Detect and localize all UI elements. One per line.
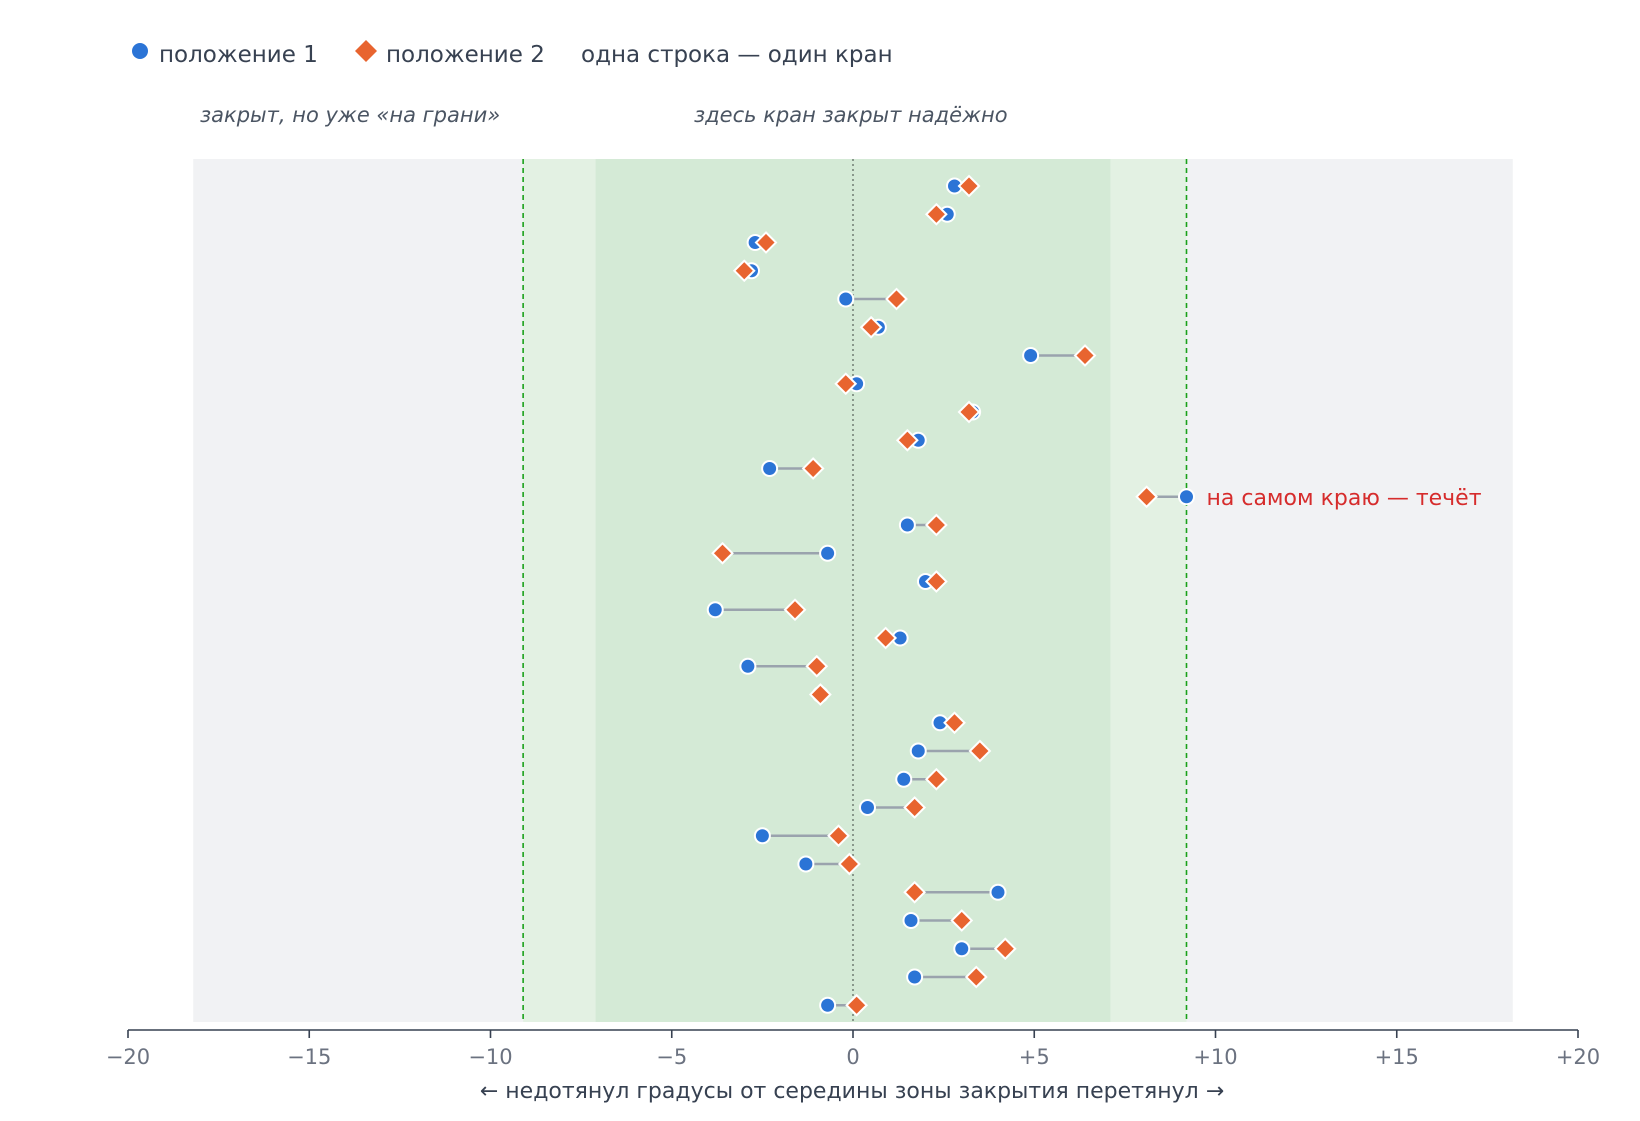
point-position-2 — [805, 654, 829, 678]
point-position-2 — [1073, 344, 1097, 367]
point-position-1 — [898, 516, 916, 534]
point-position-1 — [797, 855, 815, 873]
point-position-1 — [906, 968, 924, 986]
point-position-2 — [924, 202, 948, 226]
point-position-2 — [903, 880, 927, 904]
outlier-callout: на самом краю — течёт — [1207, 486, 1482, 511]
legend-label-position-2: положение 2 — [386, 42, 545, 68]
point-position-2 — [895, 428, 919, 452]
point-position-2 — [885, 287, 908, 311]
legend: положение 1 положение 2 одна строка — од… — [132, 40, 893, 68]
x-tick-label: 0 — [846, 1045, 859, 1069]
point-position-2 — [859, 315, 883, 339]
point-position-2 — [903, 796, 927, 819]
point-position-2 — [950, 909, 974, 932]
x-tick-label: −15 — [287, 1045, 331, 1069]
point-position-1 — [895, 770, 913, 788]
x-tick-label: +10 — [1193, 1045, 1237, 1069]
point-position-2 — [924, 767, 948, 791]
point-position-2 — [837, 852, 861, 876]
point-position-1 — [859, 799, 876, 816]
point-position-2 — [754, 231, 778, 254]
point-position-1 — [739, 657, 757, 675]
x-axis-label: ← недотянул градусы от середины зоны зак… — [480, 1079, 1224, 1104]
outer-zone-note: закрыт, но уже «на грани» — [200, 103, 500, 127]
point-position-2 — [711, 541, 734, 565]
legend-description: одна строка — один кран — [581, 42, 893, 68]
point-position-1 — [909, 742, 927, 760]
point-position-1 — [989, 883, 1007, 901]
point-position-2 — [732, 259, 756, 283]
point-position-1 — [1178, 488, 1195, 506]
point-position-2 — [968, 739, 992, 763]
point-position-2 — [964, 965, 988, 989]
x-tick-label: −10 — [468, 1045, 512, 1069]
legend-marker-position-2 — [355, 40, 377, 62]
point-position-1 — [761, 460, 779, 477]
point-position-2 — [845, 993, 869, 1017]
point-position-2 — [827, 824, 850, 848]
point-position-1 — [837, 290, 855, 308]
point-position-2 — [1135, 485, 1159, 509]
point-position-1 — [902, 912, 920, 929]
point-position-1 — [819, 996, 837, 1014]
inner-zone-note: здесь кран закрыт надёжно — [694, 103, 1008, 127]
legend-marker-position-1 — [132, 43, 148, 59]
legend-label-position-1: положение 1 — [159, 42, 318, 68]
x-tick-label: −20 — [106, 1045, 150, 1069]
x-tick-label: +5 — [1019, 1045, 1050, 1069]
point-position-1 — [706, 601, 724, 619]
point-position-1 — [753, 827, 771, 845]
point-position-2 — [783, 598, 807, 622]
x-tick-label: −5 — [656, 1045, 687, 1069]
point-position-1 — [953, 940, 971, 958]
dumbbells-layer — [706, 174, 1195, 1017]
point-position-2 — [834, 372, 858, 396]
point-position-2 — [808, 683, 832, 706]
point-position-2 — [993, 937, 1017, 961]
point-position-2 — [801, 457, 825, 480]
point-position-2 — [924, 513, 948, 537]
point-position-2 — [957, 400, 981, 424]
point-position-2 — [924, 570, 948, 593]
x-axis: −20 −15 −10 −5 0 +5 +10 +15 +20 — [106, 1029, 1600, 1069]
point-position-2 — [874, 626, 898, 650]
point-position-2 — [943, 711, 966, 735]
zones-layer — [193, 159, 1513, 1022]
x-tick-label: +20 — [1556, 1045, 1600, 1069]
point-position-1 — [819, 544, 837, 562]
point-position-1 — [1022, 347, 1040, 364]
point-position-2 — [957, 174, 981, 198]
x-tick-label: +15 — [1375, 1045, 1419, 1069]
